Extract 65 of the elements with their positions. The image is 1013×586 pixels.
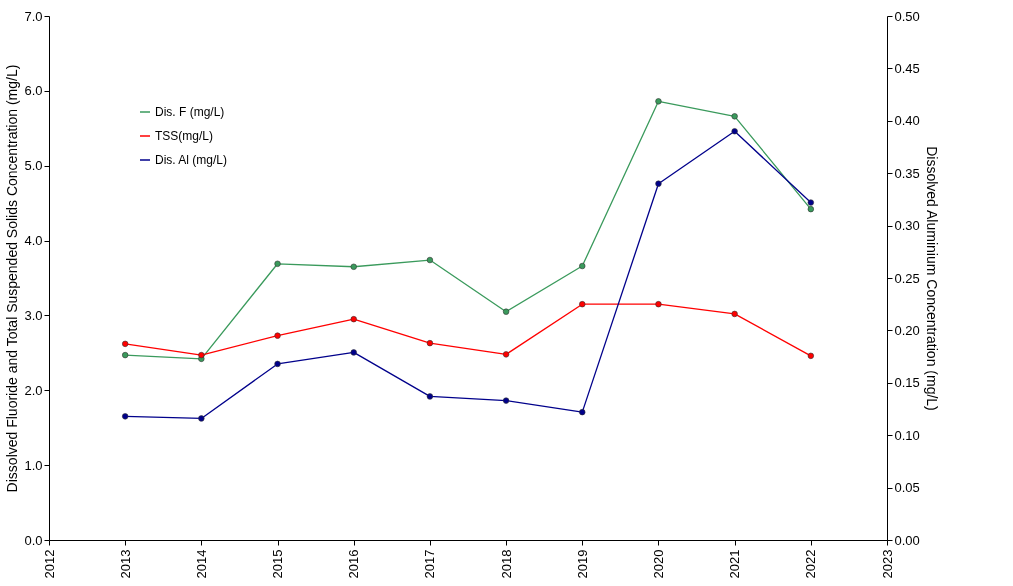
point: [274, 360, 281, 368]
point: [655, 301, 662, 308]
point: [502, 397, 510, 404]
point: [274, 332, 281, 339]
point: [350, 349, 357, 356]
x-tick-label: 2019: [574, 549, 590, 579]
point: [502, 308, 510, 315]
point: [122, 413, 129, 420]
y2-tick-label: 0.45: [894, 60, 920, 76]
point: [274, 260, 281, 267]
y2-tick-label: 0.35: [894, 165, 920, 181]
point: [502, 351, 510, 358]
point: [655, 98, 662, 105]
point: [731, 310, 738, 318]
point: [731, 128, 738, 135]
point: [122, 351, 129, 359]
x-tick-label: 2015: [270, 549, 286, 579]
point: [807, 199, 814, 206]
y-tick-label: 3.0: [24, 307, 43, 323]
y2-tick-label: 0.15: [894, 375, 920, 391]
y2-tick-label: 0.20: [894, 322, 920, 338]
y2-axis-title: Dissolved Aluminium Concentration (mg/L): [923, 146, 940, 411]
y2-tick-label: 0.30: [894, 218, 920, 234]
x-tick-label: 2016: [346, 549, 362, 579]
x-tick-label: 2014: [193, 549, 209, 579]
point: [731, 113, 738, 120]
x-tick-label: 2012: [41, 549, 57, 579]
legend-label: Dis. Al (mg/L): [155, 153, 228, 167]
y2-tick-label: 0.40: [894, 113, 920, 129]
y-tick-label: 5.0: [24, 158, 43, 174]
point: [579, 262, 586, 270]
point: [426, 256, 434, 264]
point: [579, 409, 586, 416]
y2-tick-label: 0.05: [894, 480, 920, 496]
y-tick-label: 0.0: [24, 532, 43, 548]
x-tick-label: 2021: [727, 549, 743, 579]
point: [350, 316, 357, 323]
x-tick-label: 2013: [117, 549, 133, 579]
point: [426, 340, 434, 347]
point: [350, 263, 357, 270]
x-tick-label: 2022: [803, 549, 819, 579]
x-tick-label: 2020: [650, 549, 666, 579]
y2-tick-label: 0.00: [894, 532, 920, 548]
point: [655, 180, 662, 187]
point: [807, 206, 814, 213]
y-tick-label: 4.0: [24, 233, 43, 249]
y2-tick-label: 0.25: [894, 270, 920, 286]
y-tick-label: 6.0: [24, 83, 43, 99]
y2-tick-label: 0.50: [894, 8, 920, 24]
x-tick-label: 2018: [498, 549, 514, 579]
point: [579, 301, 586, 308]
y-tick-label: 2.0: [24, 382, 43, 398]
point: [122, 340, 129, 347]
point: [426, 393, 434, 400]
point: [198, 351, 205, 359]
legend-label: Dis. F (mg/L): [155, 105, 225, 119]
point: [198, 415, 205, 422]
y-axis-title: Dissolved Fluoride and Total Suspended Solids Concentration (mg/L): [4, 64, 21, 493]
x-tick-label: 2023: [879, 549, 895, 579]
point: [807, 352, 814, 359]
y2-tick-label: 0.10: [894, 427, 920, 443]
y-tick-label: 1.0: [24, 457, 43, 473]
y-tick-label: 7.0: [24, 8, 43, 24]
legend-label: TSS(mg/L): [155, 129, 214, 143]
x-tick-label: 2017: [422, 549, 438, 579]
